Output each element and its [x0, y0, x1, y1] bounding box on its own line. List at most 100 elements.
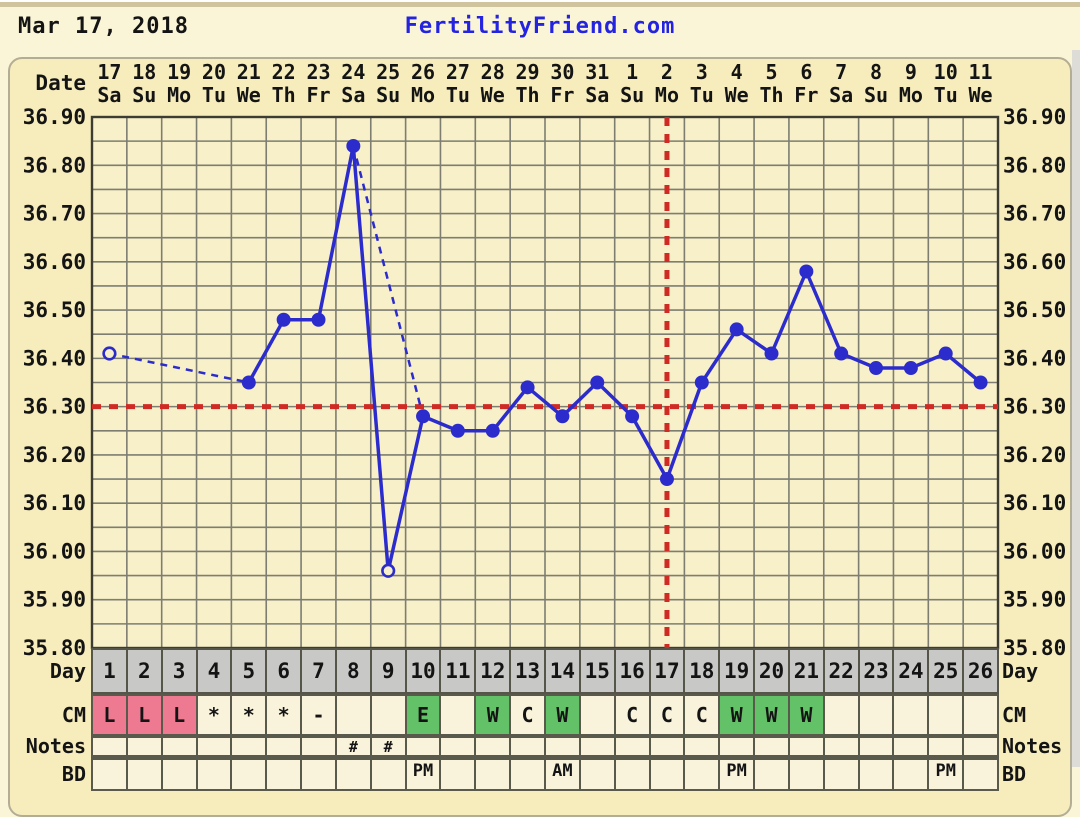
notes-cell: [648, 736, 686, 757]
notes-cell: [718, 736, 756, 757]
notes-cell: #: [369, 736, 407, 757]
temp-point: [346, 138, 361, 153]
notes-cell: [613, 736, 651, 757]
cm-cell: [369, 694, 407, 736]
day-cell: 22: [822, 648, 860, 694]
bd-cell: [509, 757, 546, 791]
date-header: 9: [904, 60, 917, 84]
y-tick-right: 36.70: [1003, 202, 1066, 226]
bd-cell: [962, 757, 999, 791]
bbt-chart-svg: 36.90 36.90 36.80 36.80 36.70 36.70 36.60 36.60…: [23, 105, 1066, 660]
temp-point: [520, 380, 535, 395]
fertilityfriend-link[interactable]: FertilityFriend.com: [404, 14, 676, 39]
notes-cell: [195, 736, 233, 757]
date-header: 25: [376, 60, 401, 84]
cm-cell: [439, 694, 477, 736]
weekday-header: Tu: [933, 83, 958, 107]
y-tick-left: 35.80: [23, 636, 86, 660]
date-header: 11: [968, 60, 993, 84]
temp-point: [938, 346, 953, 361]
notes-cell: [857, 736, 895, 757]
day-cell: 20: [753, 648, 790, 694]
temp-point: [485, 423, 500, 438]
temp-point: [555, 409, 570, 424]
weekday-header: Sa: [829, 83, 854, 107]
cm-cell: E: [404, 694, 442, 736]
y-tick-right: 36.20: [1003, 443, 1066, 467]
temp-point: [659, 472, 674, 487]
weekday-header: Fr: [794, 83, 819, 107]
notes-cell: [578, 736, 616, 757]
date-header: 1: [626, 60, 639, 84]
bd-row-label: BD: [61, 762, 86, 786]
temp-point: [869, 361, 884, 376]
y-tick-left: 36.10: [23, 491, 86, 515]
y-tick-left: 36.80: [23, 153, 86, 177]
bd-cell: AM: [544, 757, 581, 791]
date-header: 7: [835, 60, 848, 84]
notes-row-label: Notes: [25, 734, 86, 758]
day-cell: 1: [91, 648, 128, 694]
bd-cell: [334, 757, 372, 791]
cm-cell: [857, 694, 895, 736]
temp-point: [834, 346, 849, 361]
day-cell: 15: [578, 648, 616, 694]
date-header: 31: [585, 60, 610, 84]
day-cell: 8: [334, 648, 372, 694]
bd-cell: [753, 757, 790, 791]
y-tick-left: 36.30: [23, 395, 86, 419]
y-tick-left: 36.00: [23, 539, 86, 563]
y-tick-left: 36.20: [23, 443, 86, 467]
notes-cell: [753, 736, 790, 757]
weekday-header: Su: [376, 83, 401, 107]
bd-cell: [91, 757, 128, 791]
day-cell: 6: [265, 648, 303, 694]
day-cell: 7: [300, 648, 337, 694]
temp-point: [450, 423, 465, 438]
y-tick-left: 36.60: [23, 250, 86, 274]
bd-cell: [300, 757, 337, 791]
notes-cell: [787, 736, 825, 757]
temp-line-dashed: [109, 352, 250, 384]
y-tick-left: 36.50: [23, 298, 86, 322]
weekday-header: We: [968, 83, 993, 107]
cm-cell: W: [474, 694, 512, 736]
y-tick-right: 36.50: [1003, 298, 1066, 322]
y-tick-right: 36.00: [1003, 539, 1066, 563]
day-row-label: Day: [49, 659, 86, 683]
bd-cell: [648, 757, 686, 791]
cm-cell: W: [787, 694, 825, 736]
cm-cell: [578, 694, 616, 736]
weekday-header: We: [480, 83, 505, 107]
bd-cell: [369, 757, 407, 791]
weekday-header: We: [236, 83, 261, 107]
day-cell: 3: [160, 648, 198, 694]
bd-cell: [613, 757, 651, 791]
y-tick-left: 36.90: [23, 105, 86, 129]
day-cell: 23: [857, 648, 895, 694]
cm-cell: W: [544, 694, 581, 736]
weekday-header: We: [724, 83, 749, 107]
notes-cell: [230, 736, 268, 757]
bd-cell: [439, 757, 477, 791]
day-cell: 5: [230, 648, 268, 694]
notes-cell: [439, 736, 477, 757]
y-tick-right: 36.60: [1003, 250, 1066, 274]
notes-cell: [683, 736, 721, 757]
temp-point: [973, 375, 988, 390]
day-cell: 13: [509, 648, 546, 694]
temp-point: [903, 361, 918, 376]
temp-point: [799, 264, 814, 279]
chart-date: Mar 17, 2018: [18, 14, 189, 39]
cm-cell: C: [509, 694, 546, 736]
temp-point: [416, 409, 431, 424]
temp-point: [694, 375, 709, 390]
cm-cell: [962, 694, 999, 736]
weekday-header: Mo: [410, 83, 436, 107]
notes-row-label: Notes: [1002, 734, 1063, 758]
weekday-header: Sa: [341, 83, 366, 107]
day-cell: 24: [892, 648, 930, 694]
date-header: 21: [236, 60, 261, 84]
notes-cell: [927, 736, 965, 757]
temp-point: [729, 322, 744, 337]
